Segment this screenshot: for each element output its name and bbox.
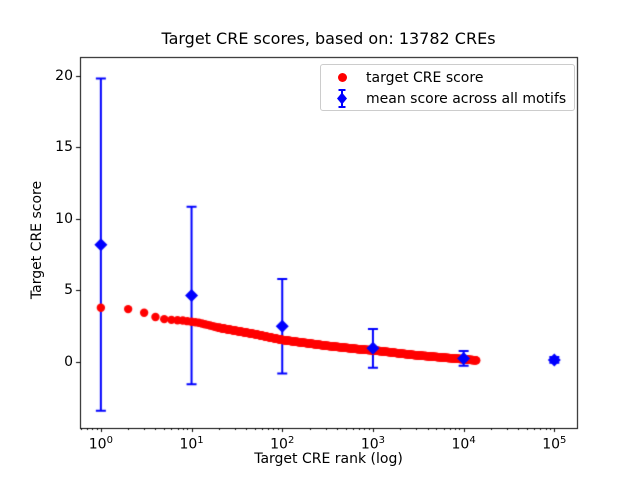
legend-label: mean score across all motifs: [366, 90, 567, 107]
red-circle-icon: [334, 67, 350, 88]
x-tick-label: 105: [542, 435, 567, 453]
y-tick-label: 15: [55, 139, 73, 156]
y-tick-label: 20: [55, 67, 73, 84]
y-tick-label: 10: [55, 210, 73, 227]
y-axis-label: Target CRE score: [29, 180, 45, 300]
legend-label: target CRE score: [366, 69, 484, 86]
x-tick-label: 102: [270, 435, 295, 453]
chart-title: Target CRE scores, based on: 13782 CREs: [161, 29, 496, 48]
y-tick-label: 0: [64, 354, 73, 371]
legend: target CRE score mean score across all m…: [320, 64, 575, 111]
blue-diamond-errorbar-icon: [334, 88, 350, 109]
x-tick-label: 104: [451, 435, 476, 453]
y-tick-label: 5: [64, 282, 73, 299]
x-tick-label: 101: [179, 435, 204, 453]
legend-entry-target-score: target CRE score: [334, 67, 574, 88]
x-tick-label: 103: [360, 435, 386, 453]
x-tick-label: 100: [88, 435, 113, 453]
legend-entry-mean-score: mean score across all motifs: [334, 88, 574, 109]
x-axis-label: Target CRE rank (log): [254, 451, 403, 467]
